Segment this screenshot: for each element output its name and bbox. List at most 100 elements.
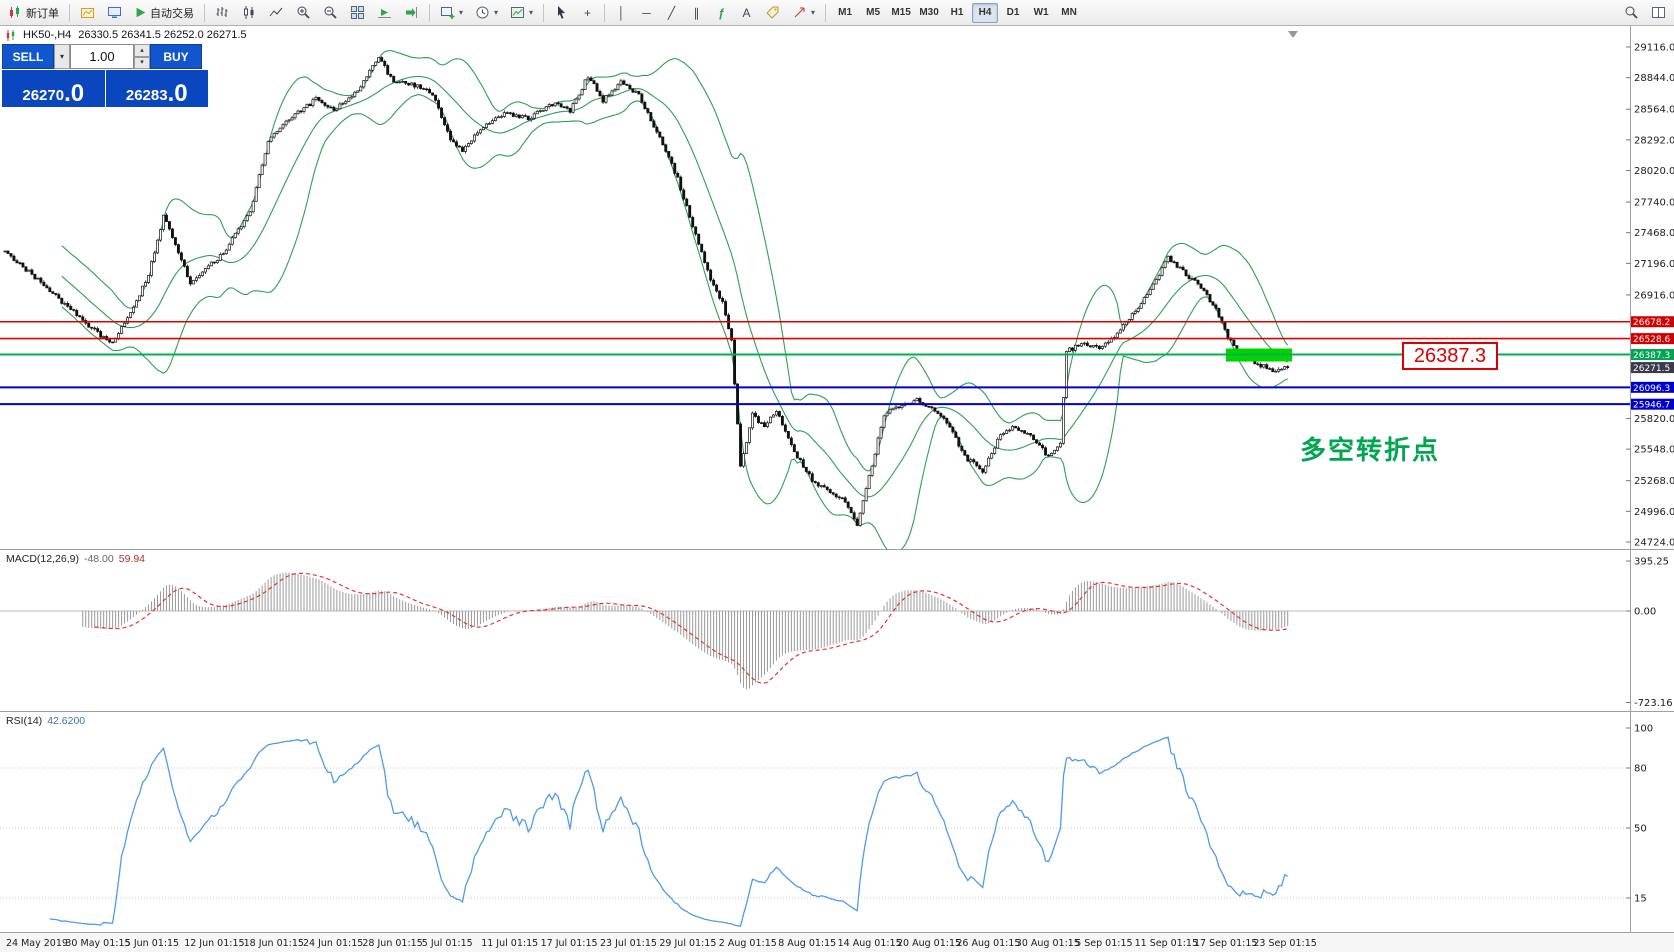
timeframe-m15-button[interactable]: M15	[888, 3, 914, 23]
price-axis-label: 28020.0	[1634, 166, 1674, 177]
cursor-tool-button[interactable]	[549, 2, 574, 23]
label-tool-button[interactable]	[760, 2, 785, 23]
volume-down-button[interactable]: ▾	[134, 56, 150, 69]
zoom-in-button[interactable]	[291, 2, 316, 23]
one-click-trading-panel: SELL ▾ ▴ ▾ BUY 26270.0 26283.0	[2, 44, 208, 107]
template-icon	[511, 7, 525, 18]
price-axis-label: 26916.0	[1634, 290, 1674, 301]
volume-input[interactable]	[70, 44, 134, 69]
fibonacci-tool-button[interactable]: ƒ	[710, 2, 733, 23]
rsi-axis-label: 100	[1634, 724, 1653, 735]
date-label: 5 Jul 01:15	[422, 938, 473, 949]
timeframe-h4-button[interactable]: H4	[972, 2, 999, 23]
date-label: 28 Jun 01:15	[362, 938, 422, 949]
channel-tool-button[interactable]: ∥	[685, 2, 708, 23]
volume-dropdown-button[interactable]: ▾	[54, 44, 70, 69]
date-label: 14 Aug 01:15	[838, 938, 902, 949]
toolbar-separator	[429, 3, 430, 22]
timeframe-m30-button[interactable]: M30	[916, 3, 942, 23]
crosshair-tool-button[interactable]: +	[576, 2, 599, 23]
caret-down-icon: ▾	[494, 8, 499, 17]
text-tool-button[interactable]: A	[735, 2, 758, 23]
date-label: 24 Jun 01:15	[303, 938, 363, 949]
price-axis-label: 28292.0	[1634, 135, 1674, 146]
price-level-chip	[1631, 316, 1674, 328]
shapes-dropdown[interactable]: ▾	[787, 2, 820, 23]
profiles-button[interactable]	[75, 2, 100, 23]
macd-axis-label: 395.25	[1634, 557, 1669, 568]
price-axis-label: 27196.0	[1634, 259, 1674, 270]
chart-shift-icon	[406, 7, 417, 18]
date-label: 11 Jul 01:15	[481, 938, 538, 949]
clock-icon	[476, 6, 489, 19]
zoom-out-button[interactable]	[318, 2, 343, 23]
chart-shift-button[interactable]	[399, 2, 424, 23]
timeframe-mn-button[interactable]: MN	[1056, 3, 1082, 23]
price-axis-label: 25268.0	[1634, 476, 1674, 487]
price-level-chip	[1631, 349, 1674, 361]
chart-canvas[interactable]: 29116.0 28844.0 28564.0 28292.0 28020.0 27740…	[0, 26, 1674, 952]
auto-scroll-button[interactable]	[372, 2, 397, 23]
price-level-chip-label: 25946.7	[1633, 401, 1670, 411]
toolbar-separator	[604, 3, 606, 22]
periods-dropdown[interactable]: ▾	[470, 2, 503, 23]
auto-trading-button[interactable]: 自动交易	[129, 2, 199, 23]
date-label: 26 Aug 01:15	[956, 938, 1020, 949]
candle-chart-icon	[244, 6, 254, 19]
date-label: 23 Jul 01:15	[600, 938, 657, 949]
candle-chart-mode-button[interactable]	[237, 2, 262, 23]
buy-button[interactable]: BUY	[150, 44, 202, 69]
sell-button[interactable]: SELL	[2, 44, 54, 69]
zoom-in-icon	[297, 6, 310, 19]
buy-price[interactable]: 26283.0	[105, 70, 208, 107]
search-button[interactable]	[1619, 2, 1644, 23]
date-label: 5 Jun 01:15	[125, 938, 179, 949]
price-axis-label: 28844.0	[1634, 73, 1674, 84]
timeframe-h1-button[interactable]: H1	[944, 3, 970, 23]
add-indicator-icon	[441, 7, 455, 19]
toolbar-separator	[69, 3, 70, 22]
date-label: 30 May 01:15	[65, 938, 130, 949]
date-label: 20 Aug 01:15	[897, 938, 961, 949]
text-tool-icon: A	[742, 5, 751, 20]
zoom-out-icon	[324, 6, 337, 19]
bollinger-upper-band	[61, 49, 1289, 472]
indicators-dropdown[interactable]: ▾	[435, 2, 468, 23]
date-label: 17 Sep 01:15	[1194, 938, 1257, 949]
new-order-button[interactable]: 新订单	[3, 2, 64, 23]
tile-windows-icon	[351, 6, 364, 19]
timeframe-m5-button[interactable]: M5	[860, 3, 886, 23]
price-level-chip-label: 26271.5	[1633, 364, 1670, 374]
macd-signal-line	[94, 572, 1288, 684]
price-level-chip-label: 26387.3	[1633, 351, 1670, 361]
vertical-line-tool-button[interactable]: │	[610, 2, 633, 23]
bar-chart-mode-button[interactable]	[210, 2, 235, 23]
timeframe-w1-button[interactable]: W1	[1028, 3, 1054, 23]
line-chart-mode-button[interactable]	[264, 2, 289, 23]
caret-down-icon: ▾	[811, 8, 816, 17]
timeframe-d1-button[interactable]: D1	[1000, 3, 1026, 23]
date-label: 2 Aug 01:15	[719, 938, 777, 949]
turning-point-annotation: 多空转折点	[1300, 435, 1441, 465]
main-toolbar: 新订单 自动交易 ▾ ▾ ▾	[0, 0, 1674, 26]
key-level-price-label[interactable]: 26387.3	[1402, 342, 1498, 370]
date-label: 12 Jun 01:15	[184, 938, 244, 949]
timeframe-m1-button[interactable]: M1	[832, 3, 858, 23]
volume-up-button[interactable]: ▴	[134, 44, 150, 57]
sell-price[interactable]: 26270.0	[2, 70, 105, 107]
layout-button[interactable]	[1646, 2, 1671, 23]
cursor-icon	[558, 6, 566, 19]
time-axis-strip	[0, 933, 1674, 952]
trendline-tool-button[interactable]: ╱	[660, 2, 683, 23]
templates-dropdown[interactable]: ▾	[505, 2, 538, 23]
chart-window: 29116.0 28844.0 28564.0 28292.0 28020.0 27740…	[0, 26, 1674, 952]
new-order-icon	[10, 6, 19, 18]
toolbar-separator	[204, 3, 205, 22]
rsi-axis-label: 15	[1634, 894, 1647, 905]
tile-windows-button[interactable]	[345, 2, 370, 23]
price-axis-label: 24724.0	[1634, 537, 1674, 548]
rsi-panel	[0, 736, 1630, 927]
price-level-chip-label: 26096.3	[1633, 384, 1670, 394]
horizontal-line-tool-button[interactable]: ─	[635, 2, 658, 23]
market-watch-button[interactable]	[102, 2, 127, 23]
